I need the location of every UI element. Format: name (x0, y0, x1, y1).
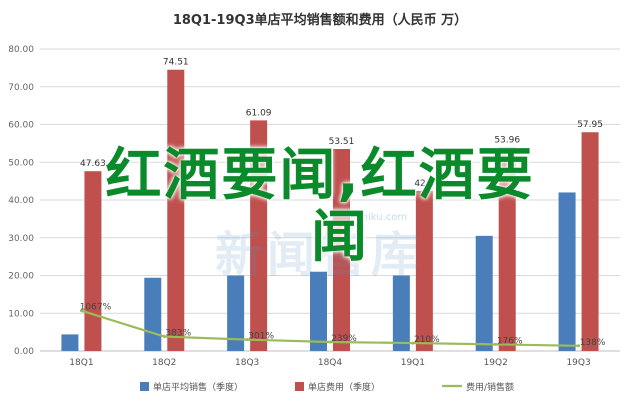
line-point (162, 335, 166, 339)
line-data-label: 383% (165, 329, 191, 339)
y-tick-label: 80.00 (8, 45, 34, 55)
bar (558, 192, 576, 351)
bar (144, 277, 162, 351)
x-tick-label: 19Q1 (401, 358, 425, 368)
bar (581, 132, 599, 351)
x-tick-label: 19Q2 (484, 358, 508, 368)
bar (167, 69, 185, 352)
line-point (245, 338, 249, 342)
y-tick-label: 60.00 (8, 121, 34, 131)
bars: 47.63 74.51 61.09 53.51 42.4 53.96 57.95 (61, 58, 603, 352)
bar (61, 334, 79, 351)
legend-label: 单店费用（季度） (308, 381, 380, 393)
legend-label: 单店平均销售（季度） (153, 381, 243, 393)
bar (310, 271, 327, 351)
bar-data-label: 53.96 (494, 135, 520, 145)
legend-swatch (295, 382, 304, 391)
grid (40, 48, 620, 352)
bar (333, 148, 350, 351)
bar-data-label: 57.95 (577, 120, 603, 130)
bar-data-label: 61.09 (246, 108, 272, 118)
y-tick-label: 70.00 (8, 83, 34, 93)
line-point (79, 309, 83, 313)
legend-swatch (140, 382, 149, 391)
legend-label: 费用/销售额 (466, 381, 514, 393)
y-axis: 0.00 10.00 20.00 30.00 40.00 50.00 60.00 70.00 8… (8, 45, 34, 357)
y-tick-label: 50.00 (8, 158, 34, 168)
bar-data-label: 74.51 (163, 58, 189, 68)
chart-title: 18Q1-19Q3单店平均销售额和费用（人民币 万） (173, 12, 467, 28)
x-tick-label: 18Q1 (69, 358, 93, 368)
x-tick-label: 18Q4 (318, 358, 343, 368)
x-tick-label: 18Q2 (152, 358, 176, 368)
y-tick-label: 10.00 (8, 309, 34, 319)
bar (392, 275, 410, 351)
y-tick-label: 0.00 (14, 347, 34, 357)
legend: 单店平均销售（季度） 单店费用（季度） 费用/销售额 (140, 381, 514, 393)
bar (475, 235, 493, 351)
line-data-label: 176% (497, 336, 523, 346)
line-data-label: 239% (331, 334, 357, 344)
line-data-label: 138% (580, 338, 606, 348)
x-tick-label: 19Q3 (566, 358, 590, 368)
bar (250, 120, 268, 351)
line-data-label: 210% (414, 335, 440, 345)
bar (498, 147, 516, 351)
y-tick-label: 30.00 (8, 234, 34, 244)
y-tick-label: 40.00 (8, 196, 34, 206)
line-point (494, 342, 498, 346)
line-data-label: 1067% (80, 303, 112, 313)
bar-data-label: 42.4 (414, 179, 434, 189)
bar (415, 190, 433, 351)
bar (84, 171, 102, 351)
bar-data-label: 53.51 (329, 137, 355, 147)
bar (227, 275, 245, 351)
line-point (328, 340, 332, 344)
line-point (577, 344, 581, 348)
x-tick-label: 18Q3 (235, 358, 259, 368)
x-axis: 18Q1 18Q2 18Q3 18Q4 19Q1 19Q2 19Q3 (69, 358, 590, 368)
ratio-line: 1067% 383% 301% 239% 210% 176% 138% (80, 303, 606, 348)
line-point (411, 341, 415, 345)
line-data-label: 301% (248, 332, 274, 342)
y-tick-label: 20.00 (8, 272, 34, 282)
bar-data-label: 47.63 (80, 159, 106, 169)
